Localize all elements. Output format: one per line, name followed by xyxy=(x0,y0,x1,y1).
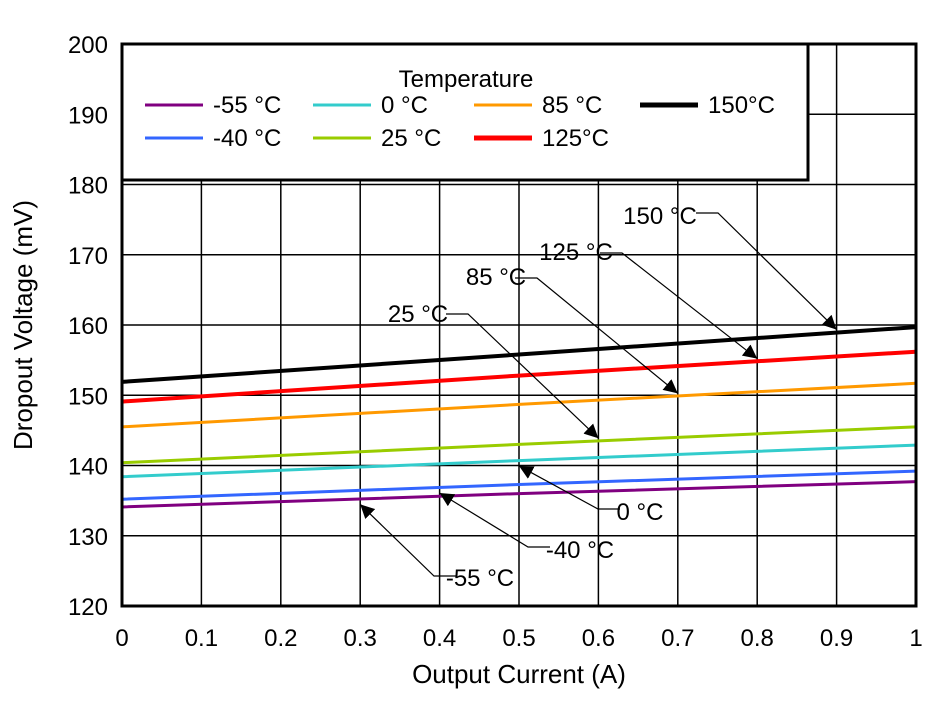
series-line-4 xyxy=(121,381,917,429)
x-tick-label: 0.3 xyxy=(344,625,377,652)
annotation-label: -55 °C xyxy=(446,565,514,592)
series-line-0 xyxy=(121,480,917,509)
annotation-arrow xyxy=(439,492,550,548)
y-tick-label: 130 xyxy=(68,524,108,551)
legend-entry: 25 °C xyxy=(381,125,441,152)
y-tick-label: 150 xyxy=(68,383,108,410)
legend-entry: -55 °C xyxy=(213,92,281,119)
y-tick-label: 190 xyxy=(68,102,108,129)
x-axis-label: Output Current (A) xyxy=(412,659,626,689)
y-tick-label: 200 xyxy=(68,32,108,59)
series-line-3 xyxy=(121,425,917,465)
y-axis-label: Dropout Voltage (mV) xyxy=(8,200,38,450)
annotation-arrow xyxy=(518,465,620,510)
y-tick-label: 170 xyxy=(68,243,108,270)
x-tick-label: 0.2 xyxy=(264,625,297,652)
legend-box xyxy=(120,42,810,182)
x-tick-label: 0.1 xyxy=(185,625,218,652)
y-tick-label: 180 xyxy=(68,173,108,200)
annotation-arrow xyxy=(515,277,679,394)
annotation-arrow xyxy=(446,313,599,439)
annotation-label: 25 °C xyxy=(388,301,448,328)
x-tick-label: 0.6 xyxy=(582,625,615,652)
x-tick-label: 1 xyxy=(909,625,922,652)
legend-title: Temperature xyxy=(399,66,534,93)
series-line-6 xyxy=(121,325,917,384)
legend-entry: 150°C xyxy=(708,92,775,119)
x-tick-label: 0.4 xyxy=(423,625,456,652)
legend-entry: 85 °C xyxy=(542,92,602,119)
annotation-label: -40 °C xyxy=(546,537,614,564)
annotation-arrow xyxy=(696,212,838,331)
annotation-arrow xyxy=(359,503,456,577)
x-tick-label: 0 xyxy=(115,625,128,652)
legend-entry: 0 °C xyxy=(381,92,428,119)
y-tick-label: 160 xyxy=(68,313,108,340)
annotation-label: 150 °C xyxy=(623,203,697,230)
y-tick-label: 140 xyxy=(68,454,108,481)
series-line-2 xyxy=(121,443,917,479)
x-tick-label: 0.5 xyxy=(502,625,535,652)
x-tick-label: 0.8 xyxy=(741,625,774,652)
series-line-1 xyxy=(121,469,917,501)
annotation-arrow xyxy=(600,252,758,360)
legend-entry: -40 °C xyxy=(213,125,281,152)
x-tick-label: 0.7 xyxy=(661,625,694,652)
x-tick-label: 0.9 xyxy=(820,625,853,652)
legend-entry: 125°C xyxy=(542,125,609,152)
plot-frame xyxy=(120,42,918,608)
series-line-5 xyxy=(121,349,917,404)
annotation-label: 0 °C xyxy=(617,499,664,526)
y-tick-label: 120 xyxy=(68,594,108,621)
